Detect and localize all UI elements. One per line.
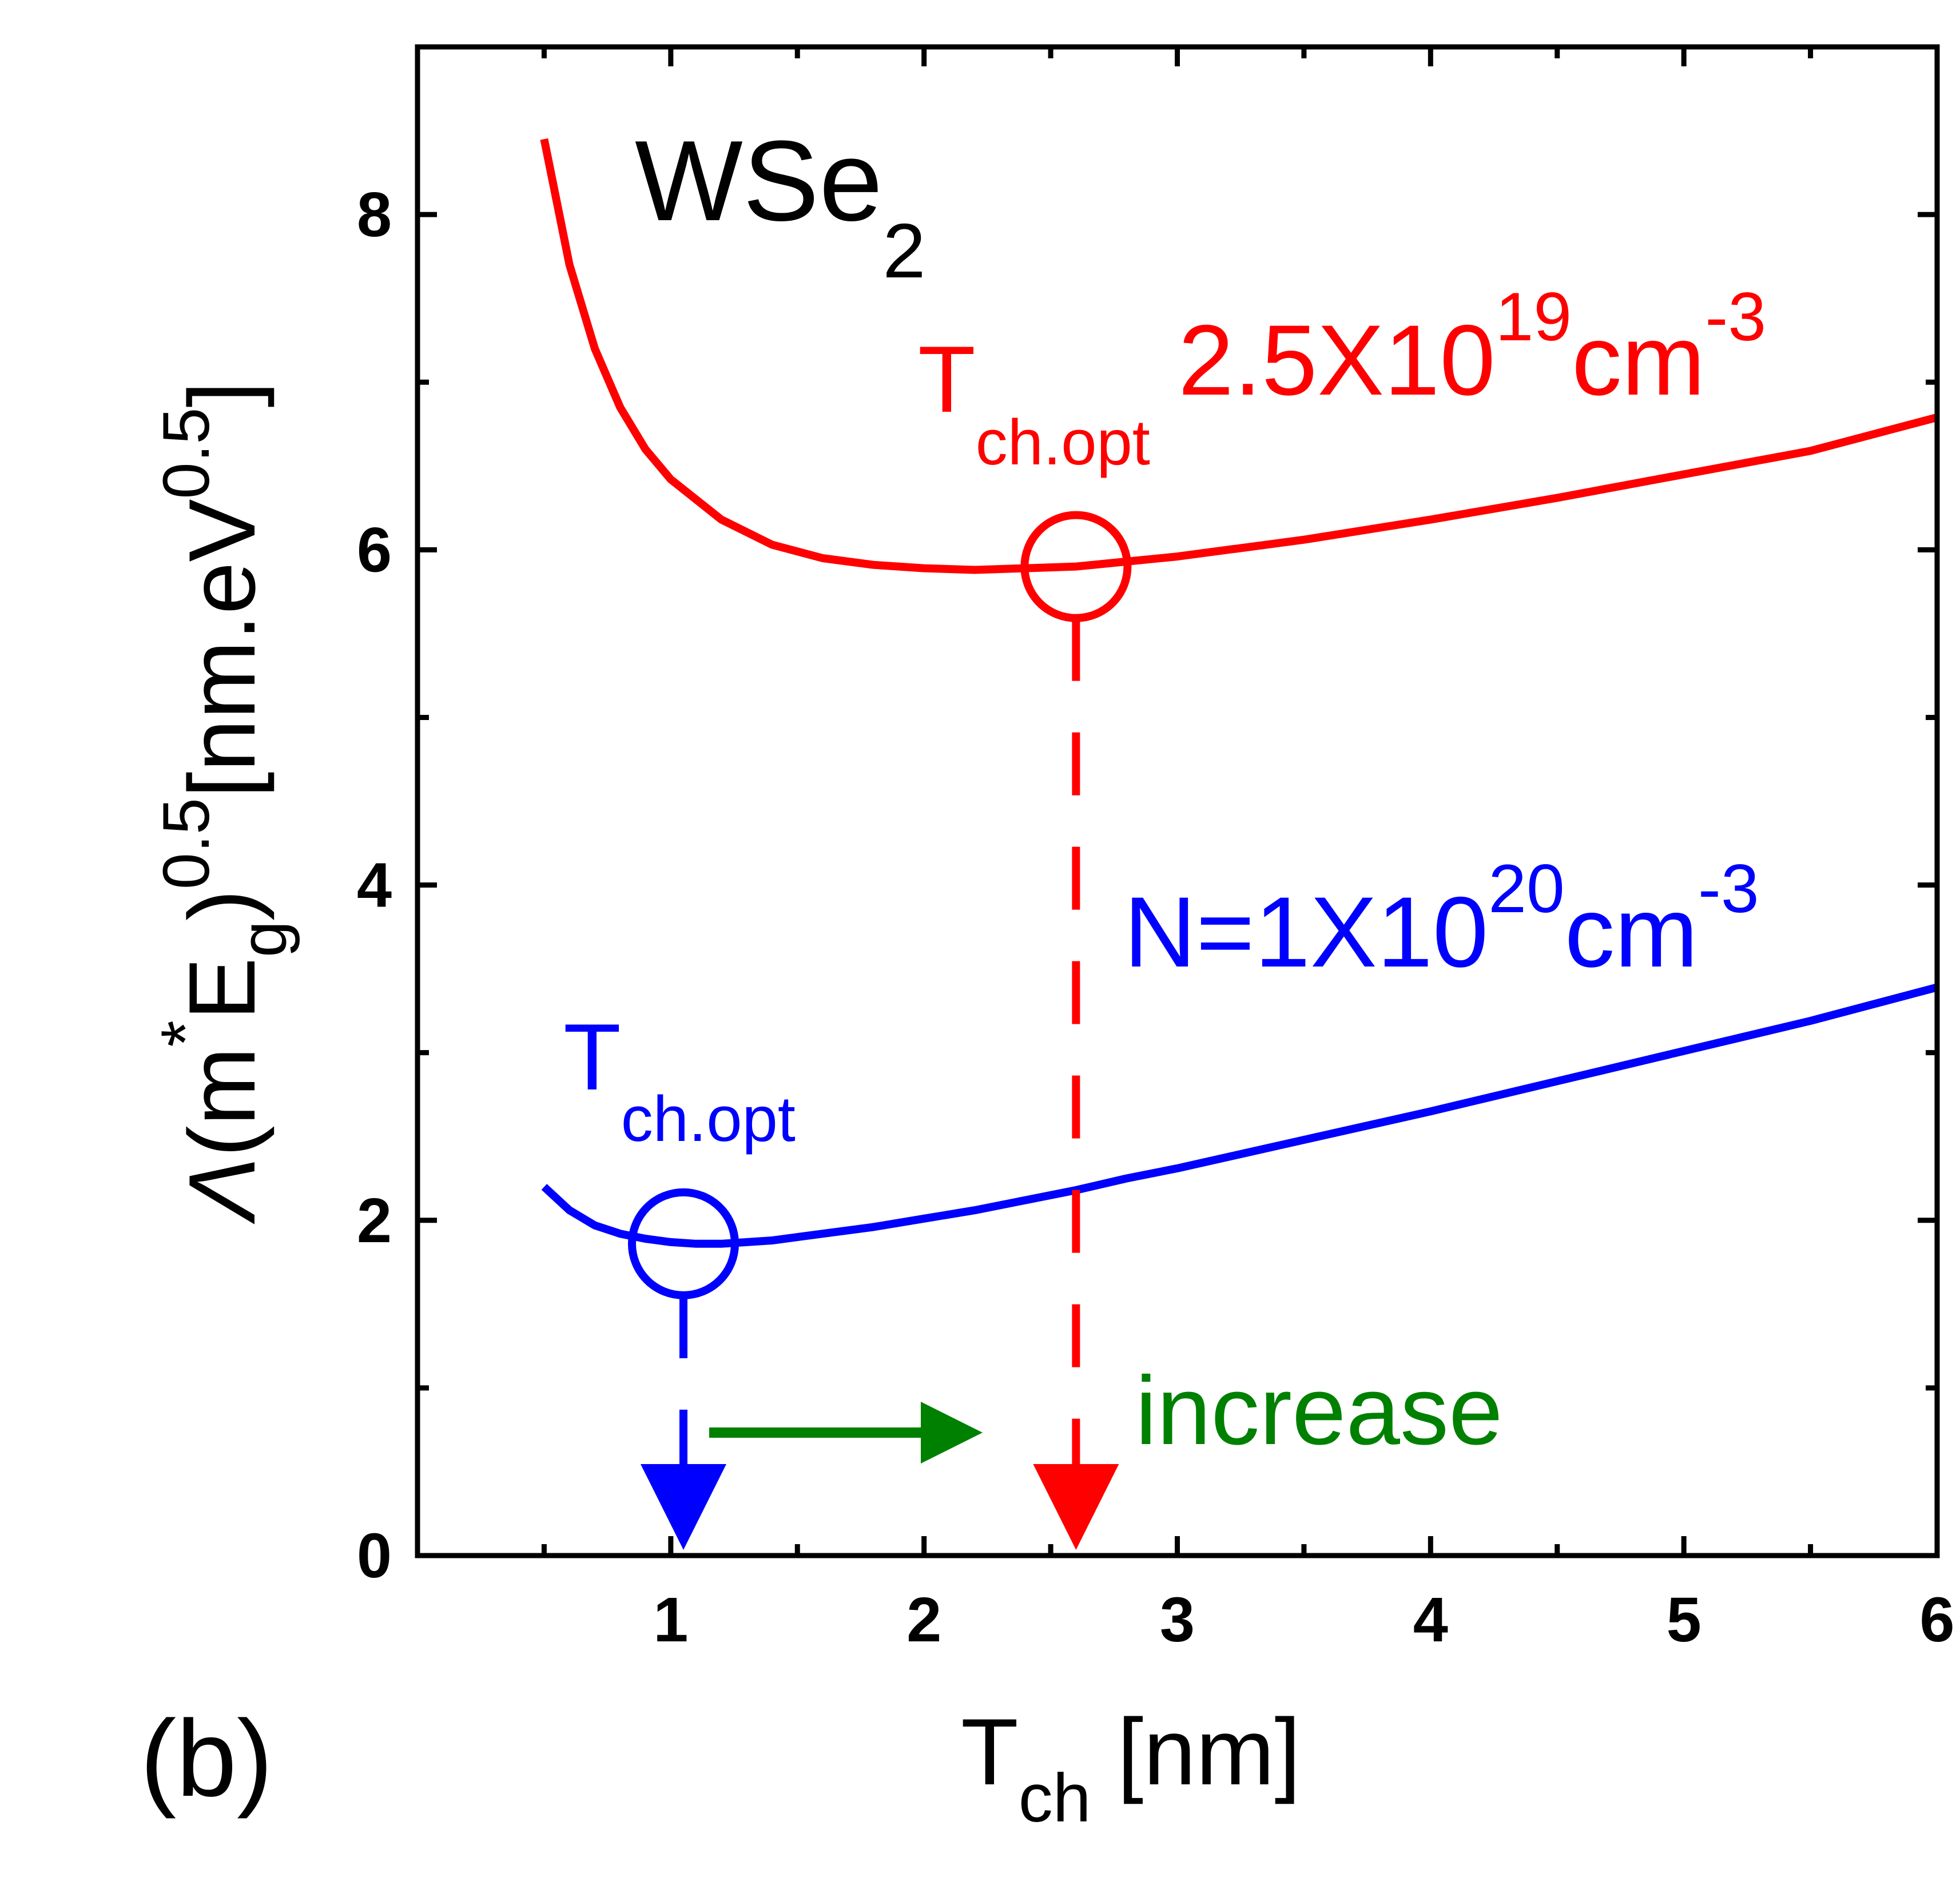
panel-label: (b) — [140, 1698, 273, 1819]
x-tick-label: 6 — [1919, 1585, 1954, 1655]
blue-down-arrow — [640, 1464, 726, 1550]
series-layer — [540, 138, 1938, 1248]
series-line-1 — [541, 983, 1938, 1248]
material-label: WSe2 — [635, 117, 926, 294]
blue-concentration-label: N=1X1020cm-3 — [1124, 850, 1759, 988]
y-tick-label: 4 — [357, 850, 392, 921]
x-tick-label: 3 — [1160, 1585, 1195, 1655]
increase-label: increase — [1135, 1357, 1503, 1465]
x-tick-label: 1 — [653, 1585, 688, 1655]
y-tick-label: 0 — [357, 1521, 392, 1591]
red-topt-label: Tch.opt — [918, 327, 1150, 478]
y-tick-label: 8 — [357, 180, 392, 250]
x-axis-title: Tch [nm] — [961, 1699, 1301, 1836]
y-axis-title: Λ(m*Eg)0.5[nm.eV0.5] — [147, 381, 300, 1224]
x-tick-label: 4 — [1413, 1585, 1448, 1655]
series-line-0 — [540, 138, 1938, 574]
y-tick-label: 2 — [357, 1186, 392, 1256]
red-down-arrow — [1033, 1464, 1119, 1550]
blue-topt-label: Tch.opt — [563, 1004, 796, 1155]
marker-layer — [627, 511, 1132, 1550]
x-tick-label: 5 — [1667, 1585, 1701, 1655]
x-tick-label: 2 — [907, 1585, 941, 1655]
plot-frame — [415, 44, 1940, 1558]
red-concentration-label: 2.5X1019cm-3 — [1178, 279, 1766, 416]
ticks-layer: 1 2 3 4 5 6 0 2 4 6 8 — [357, 47, 1955, 1655]
y-tick-label: 6 — [357, 515, 392, 585]
